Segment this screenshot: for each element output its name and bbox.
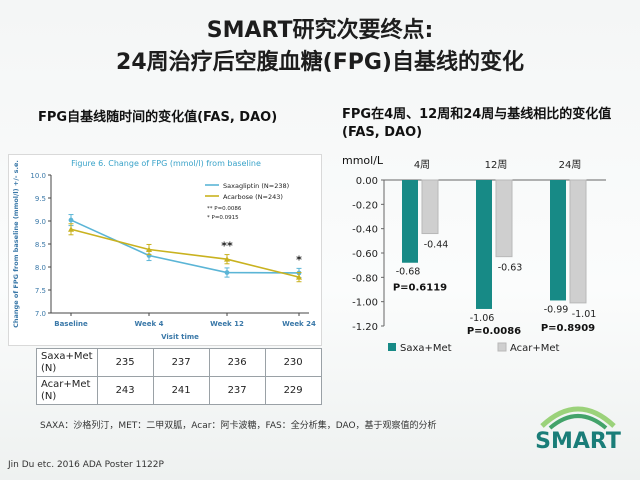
- data-point: [224, 256, 230, 262]
- significance-marker: *: [296, 253, 302, 266]
- table-cell: 230: [264, 348, 322, 377]
- x-tick-label: Week 4: [135, 320, 164, 328]
- y-tick-label: -0.80: [352, 273, 378, 284]
- bar-value-label: -0.44: [424, 240, 449, 251]
- x-tick-label: Baseline: [54, 320, 88, 328]
- table-cell: 229: [264, 376, 322, 405]
- legend-note: * P=0.0915: [207, 215, 239, 221]
- x-axis-label: Visit time: [161, 333, 199, 341]
- series-line: [70, 228, 300, 278]
- series-line: [70, 219, 300, 274]
- legend-label: Acarbose (N=243): [223, 193, 283, 201]
- bar: [550, 180, 566, 301]
- credit: Jin Du etc. 2016 ADA Poster 1122P: [8, 460, 164, 470]
- legend-swatch: [497, 342, 507, 352]
- n-table: Saxa+Met (N) 235 237 236 230 Acar+Met (N) 243 2…: [36, 348, 322, 405]
- legend-label: Saxa+Met: [400, 343, 452, 354]
- significance-marker: **: [221, 240, 233, 253]
- bar-chart-unit: mmol/L: [342, 154, 384, 167]
- right-subtitle: FPG在4周、12周和24周与基线相比的变化值(FAS, DAO): [342, 107, 612, 140]
- y-tick-label: -0.60: [352, 249, 378, 260]
- x-tick-label: Week 24: [282, 320, 316, 328]
- bar-value-label: -1.06: [470, 313, 495, 324]
- table-cell: 237: [152, 348, 210, 377]
- table-row-label: Acar+Met (N): [36, 376, 98, 405]
- data-point: [296, 274, 302, 280]
- y-tick-label: 8.0: [35, 264, 46, 272]
- line-chart-panel: Figure 6. Change of FPG (mmol/l) from ba…: [8, 154, 322, 346]
- table-row: Saxa+Met (N) 235 237 236 230: [36, 348, 322, 377]
- y-tick-label: 7.0: [35, 310, 46, 318]
- data-point: [146, 246, 152, 253]
- y-tick-label: 7.5: [35, 287, 46, 295]
- p-value-label: P=0.8909: [541, 323, 595, 334]
- p-value-label: P=0.6119: [393, 283, 447, 294]
- x-category-label: 12周: [485, 159, 508, 171]
- y-tick-label: 9.0: [35, 218, 46, 226]
- bar: [421, 179, 439, 235]
- y-tick-label: 0.00: [356, 176, 378, 187]
- table-cell: 237: [208, 376, 266, 405]
- legend-note: ** P=0.0086: [207, 206, 242, 212]
- data-point: [68, 226, 74, 232]
- bar: [402, 180, 418, 263]
- y-tick-label: -1.00: [352, 298, 378, 309]
- table-cell: 241: [152, 376, 210, 405]
- smart-logo: SMART: [535, 406, 621, 454]
- svg-text:SMART: SMART: [535, 429, 621, 454]
- p-value-label: P=0.0086: [467, 326, 521, 337]
- y-tick-label: -1.20: [352, 322, 378, 333]
- table-cell: 243: [96, 376, 154, 405]
- line-chart: Figure 6. Change of FPG (mmol/l) from ba…: [12, 159, 316, 341]
- bar-chart: mmol/L 0.00 -0.20 -0.40 -0.60 -0.80 -1.00 -1.20…: [342, 154, 606, 354]
- x-tick-label: Week 12: [210, 320, 244, 328]
- data-point: [224, 270, 230, 275]
- y-tick-label: -0.20: [352, 200, 378, 211]
- data-point: [68, 217, 74, 223]
- slide-title-line2: 24周治疗后空腹血糖(FPG)自基线的变化: [116, 50, 524, 75]
- line-chart-title: Figure 6. Change of FPG (mmol/l) from ba…: [71, 159, 261, 168]
- bar-value-label: -0.63: [498, 263, 523, 274]
- bar: [476, 180, 492, 309]
- y-tick-label: 10.0: [30, 172, 46, 180]
- table-cell: 236: [208, 348, 266, 377]
- table-row-label: Saxa+Met (N): [36, 348, 98, 377]
- legend-label: Acar+Met: [510, 343, 560, 354]
- bar-value-label: -0.68: [396, 267, 421, 278]
- legend-swatch: [388, 343, 396, 351]
- bar-value-label: -1.01: [572, 309, 597, 320]
- y-tick-label: -0.40: [352, 225, 378, 236]
- x-category-label: 24周: [559, 159, 582, 171]
- table-row: Acar+Met (N) 243 241 237 229: [36, 376, 322, 405]
- left-subtitle: FPG自基线随时间的变化值(FAS, DAO): [38, 110, 278, 125]
- table-cell: 235: [96, 348, 154, 377]
- y-axis-label: Change of FPG from baseline (mmol/l) +/-…: [12, 160, 20, 328]
- bar-value-label: -0.99: [544, 304, 569, 315]
- legend-label: Saxagliptin (N=238): [223, 182, 289, 190]
- y-tick-label: 9.5: [35, 195, 46, 203]
- x-category-label: 4周: [414, 159, 430, 171]
- bar: [569, 179, 587, 304]
- slide-title-line1: SMART研究次要终点:: [206, 18, 434, 43]
- bar: [495, 179, 513, 258]
- footnote: SAXA：沙格列汀，MET：二甲双胍，Acar：阿卡波糖，FAS：全分析集，DA…: [40, 421, 437, 431]
- y-tick-label: 8.5: [35, 241, 46, 249]
